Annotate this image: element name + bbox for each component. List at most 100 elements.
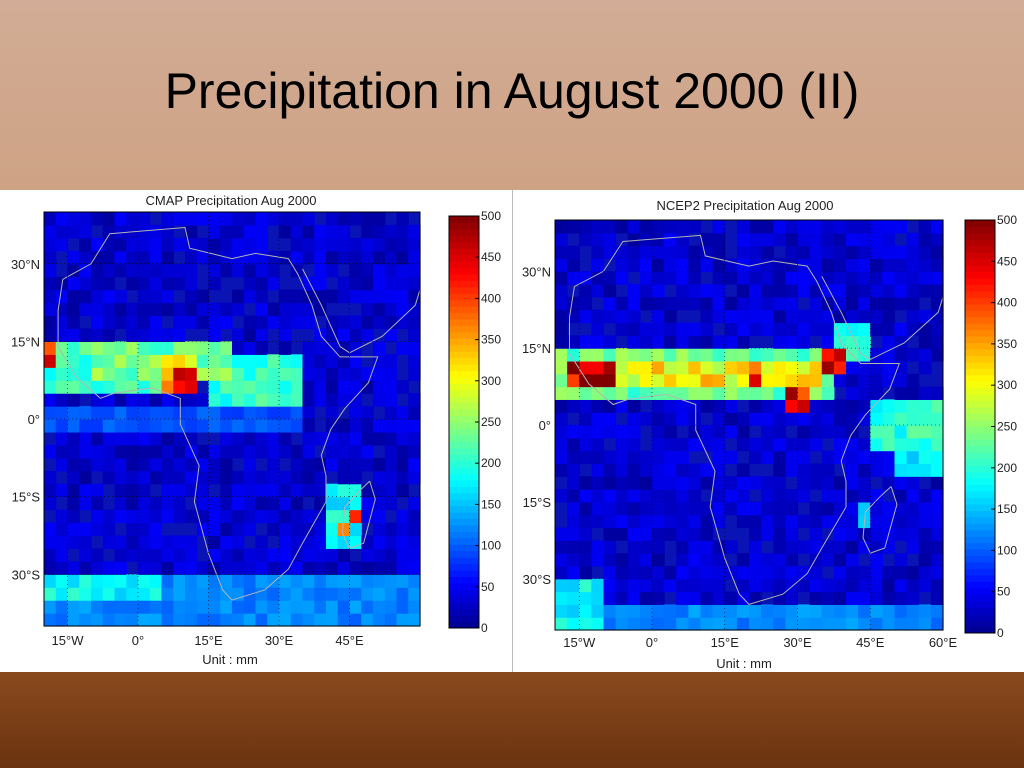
grid-cell [664, 309, 677, 324]
map-frame [43, 211, 421, 627]
grid-cell [882, 399, 896, 413]
grid-cell [255, 328, 268, 342]
grid-cell [567, 386, 580, 400]
grid-cell [567, 476, 580, 490]
colorbar-segment [965, 336, 995, 344]
colorbar-segment [449, 402, 479, 410]
grid-cell [44, 522, 57, 537]
grid-cell [700, 360, 714, 375]
grid-cell [384, 419, 398, 433]
grid-cell [102, 457, 116, 472]
grid-cell [773, 425, 786, 439]
grid-cell [567, 591, 580, 605]
grid-cell [314, 535, 327, 549]
grid-cell [349, 496, 362, 511]
grid-cell [712, 476, 726, 490]
grid-cell [785, 245, 799, 260]
grid-cell [700, 425, 714, 439]
grid-cell [44, 237, 57, 252]
grid-cell [243, 212, 257, 226]
grid-cell [384, 367, 398, 381]
grid-cell [196, 509, 210, 524]
grid-cell [149, 276, 163, 291]
grid-cell [712, 425, 726, 439]
colorbar-segment [965, 271, 995, 279]
colorbar-segment [965, 284, 995, 292]
grid-cell [79, 574, 92, 588]
grid-cell [337, 522, 351, 537]
grid-cell [894, 450, 908, 465]
grid-cell [314, 483, 327, 498]
grid-cell [555, 412, 568, 426]
grid-cell [809, 591, 823, 605]
grid-cell [555, 591, 568, 605]
grid-cell [797, 271, 811, 285]
grid-cell [173, 367, 186, 381]
grid-cell [603, 360, 617, 375]
grid-cell [688, 258, 702, 272]
grid-cell [858, 450, 871, 465]
grid-cell [930, 540, 944, 554]
grid-cell [149, 613, 163, 627]
grid-cell [138, 561, 151, 575]
grid-cell [349, 444, 362, 459]
grid-cell [639, 463, 653, 477]
grid-cell [138, 574, 151, 588]
grid-cell [833, 271, 847, 285]
grid-cell [408, 276, 421, 291]
grid-cell [809, 527, 823, 541]
grid-cell [846, 360, 859, 375]
grid-cell [44, 535, 57, 549]
grid-cell [749, 540, 762, 554]
grid-cell [408, 289, 421, 304]
grid-cell [255, 276, 268, 291]
grid-cell [91, 483, 104, 498]
grid-cell [700, 527, 714, 541]
grid-cell [55, 380, 69, 394]
grid-cell [114, 509, 127, 524]
grid-cell [676, 578, 689, 593]
grid-cell [785, 309, 799, 324]
grid-cell [208, 263, 221, 278]
grid-cell [208, 406, 221, 420]
colorbar-segment [965, 420, 995, 427]
grid-cell [870, 553, 883, 567]
colorbar-segment [965, 355, 995, 363]
grid-cell [349, 341, 362, 355]
grid-cell [555, 232, 568, 247]
colorbar-segment [965, 568, 995, 576]
grid-cell [906, 296, 920, 311]
grid-cell [785, 617, 799, 631]
grid-cell [615, 360, 629, 375]
grid-cell [91, 237, 104, 252]
grid-cell [302, 548, 315, 562]
grid-cell [408, 354, 421, 368]
grid-cell [149, 380, 163, 394]
grid-cell [894, 322, 908, 336]
ncep2-gridlines [554, 219, 944, 631]
grid-cell [91, 263, 104, 278]
grid-cell [615, 373, 629, 388]
grid-cell [821, 489, 835, 503]
grid-cell [114, 406, 127, 420]
grid-cell [846, 220, 859, 234]
grid-cell [579, 527, 592, 541]
grid-cell [930, 501, 944, 516]
grid-cell [821, 501, 835, 516]
grid-cell [149, 457, 163, 472]
grid-cell [349, 509, 362, 524]
grid-cell [279, 600, 292, 614]
grid-cell [161, 470, 174, 485]
grid-cell [337, 613, 351, 627]
grid-cell [821, 514, 835, 529]
grid-cell [91, 509, 104, 524]
grid-cell [918, 578, 932, 593]
grid-cell [833, 527, 847, 541]
colorbar-segment [965, 220, 995, 227]
grid-cell [44, 496, 57, 511]
grid-cell [567, 425, 580, 439]
grid-cell [664, 527, 677, 541]
grid-cell [302, 289, 315, 304]
grid-cell [302, 431, 315, 446]
y-tick-label: 15°N [11, 334, 40, 349]
